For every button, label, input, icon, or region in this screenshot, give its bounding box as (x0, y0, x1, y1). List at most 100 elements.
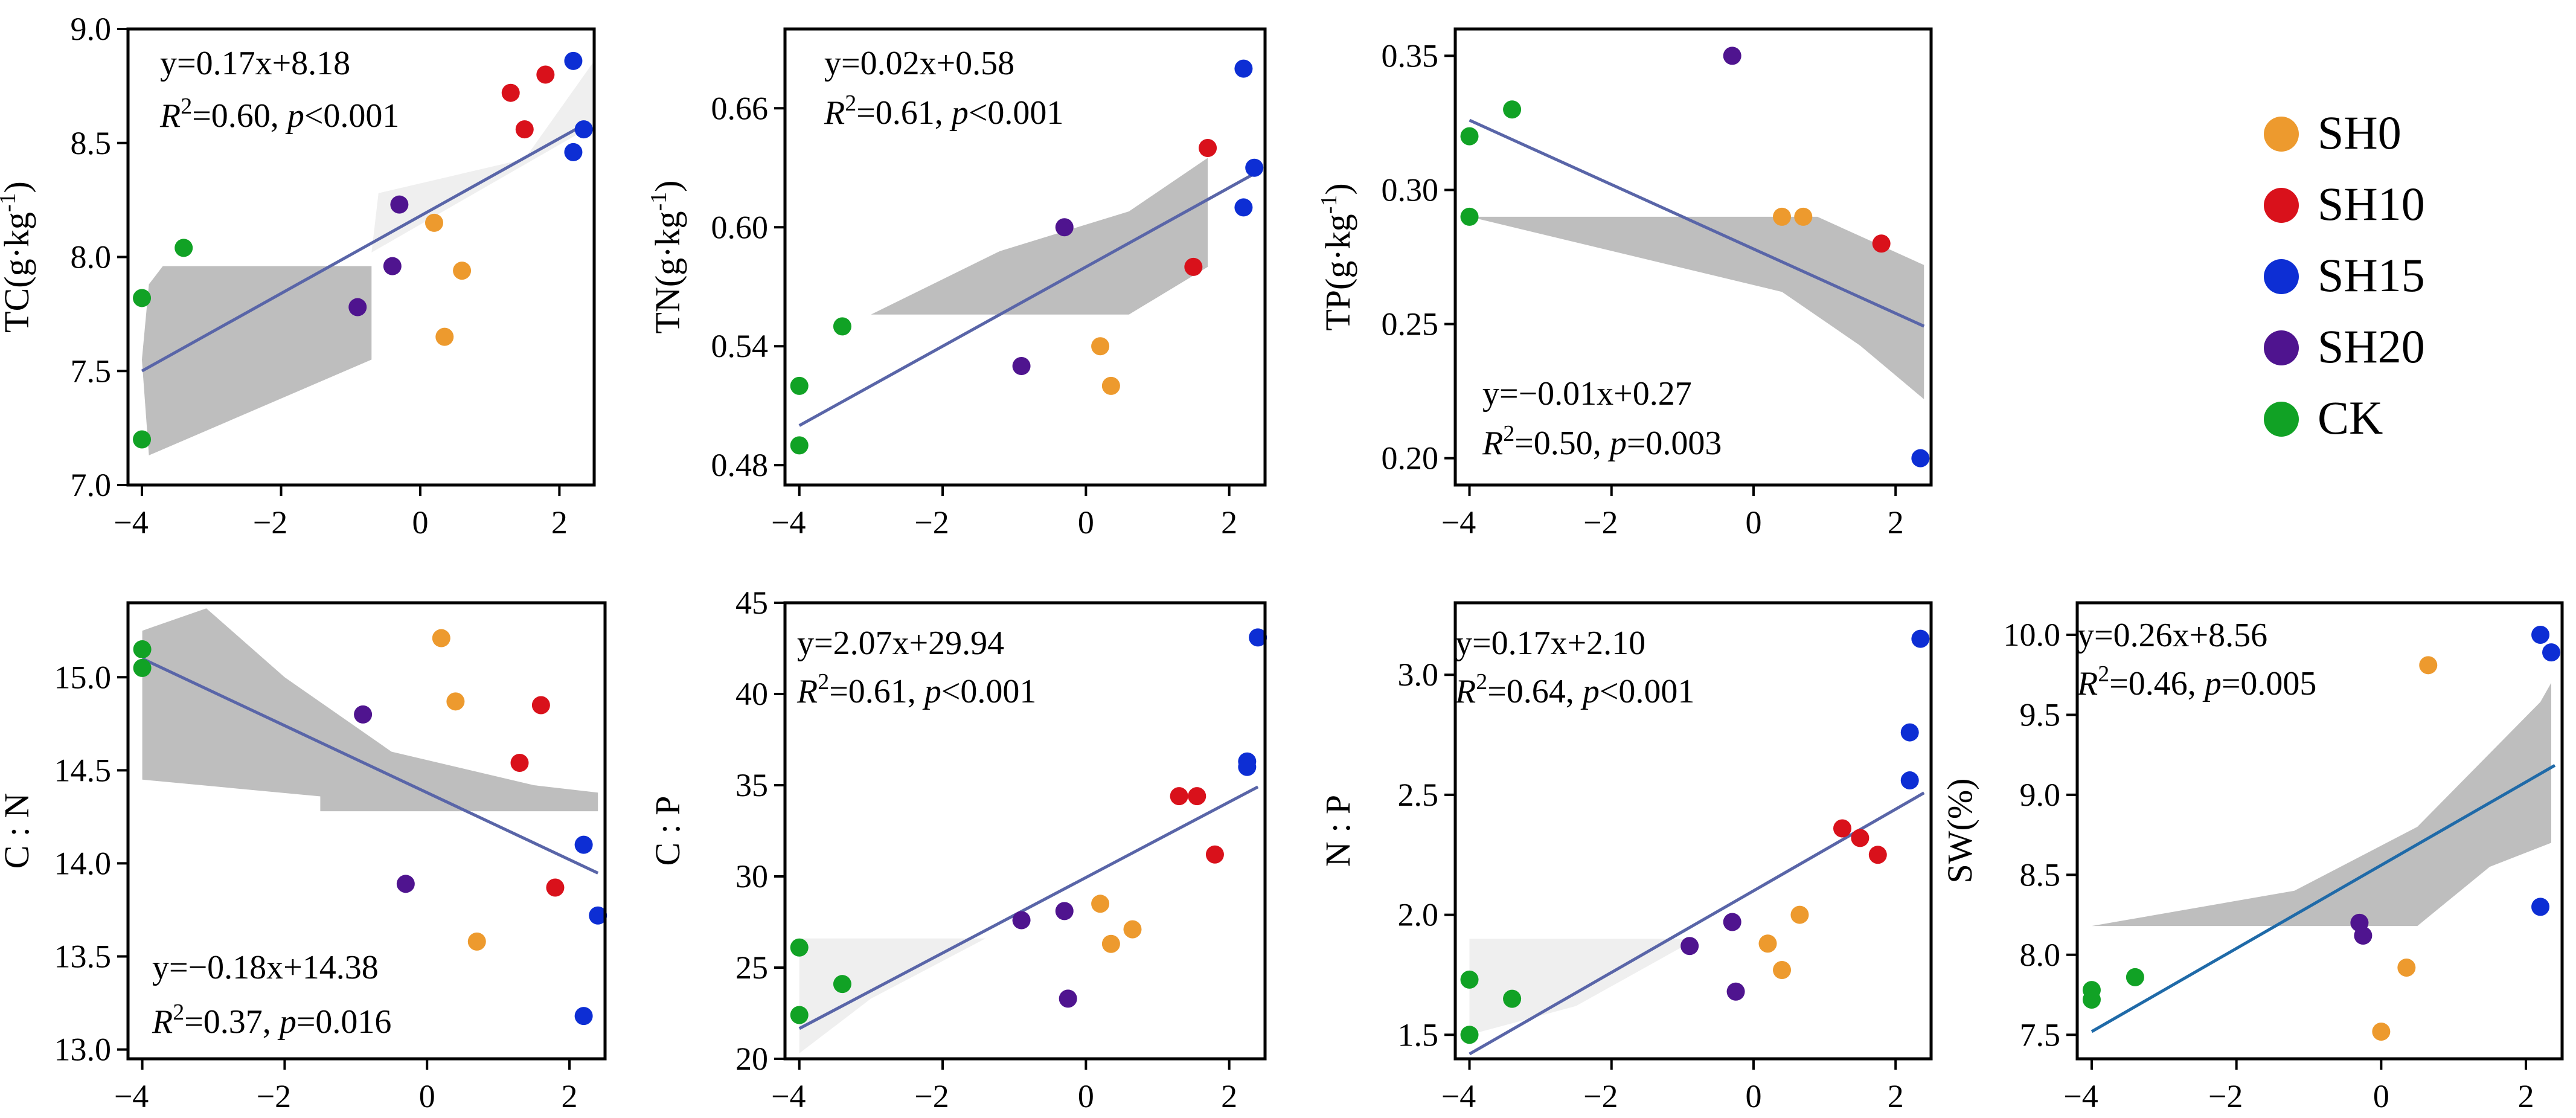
data-point-sh0 (2397, 959, 2416, 977)
data-point-sh15 (1900, 723, 1919, 742)
y-tick-label: 9.0 (71, 11, 112, 47)
r-symbol: R (159, 97, 181, 135)
x-tick-label: −4 (1441, 504, 1476, 541)
y-tick-label: 0.66 (711, 90, 769, 126)
panel-tp: −4 −2 0 2 0.20 0.25 0.30 0.35 TP(g·kg-1) y=−0.01x… (1316, 27, 1933, 541)
y-axis-label: TC(g·kg-1) (0, 181, 36, 333)
panel-cn: −4 −2 0 2 13.0 13.5 14.0 14.5 15.0 C : N y=−0.18x+… (0, 601, 607, 1114)
x-tick-label: 2 (1888, 504, 1904, 541)
legend-marker (2264, 188, 2299, 223)
regression-equation: y=−0.01x+0.27 (1482, 375, 1692, 413)
data-point-sh0 (1091, 895, 1110, 913)
y-axis-label: N : P (1318, 795, 1357, 867)
y-tick-label: 45 (735, 585, 768, 621)
data-point-sh0 (453, 262, 472, 280)
regression-line (2091, 763, 2556, 1033)
data-point-sh15 (1238, 757, 1257, 776)
data-point-sh20 (390, 195, 409, 214)
panels: −4 −2 0 27.07.58.08.59.0TC(g·kg-1)y=0.17x+8… (0, 11, 2564, 1114)
y-axis-label-main: C : P (648, 795, 687, 866)
panel-tc: −4 −2 0 2 7.0 7.5 8.0 8.5 9.0 TC(g·kg-1) y=0.17x+8… (0, 11, 596, 541)
x-tick-label: 0 (1745, 1078, 1761, 1114)
x-tick-label: 0 (1078, 1078, 1094, 1114)
y-tick-label: 40 (735, 676, 768, 712)
panel-np: −4 −2 0 21.52.02.53.0N : Py=0.17x+2.10R2=0.… (1318, 601, 1933, 1114)
plot-frame (783, 27, 1267, 487)
legend-marker (2264, 259, 2299, 294)
confidence-band (871, 158, 1208, 315)
data-point-sh10 (1833, 819, 1851, 838)
data-point-sh0 (1790, 905, 1809, 924)
y-tick-label: 1.5 (1398, 1017, 1439, 1053)
x-tick-label: −2 (1583, 1078, 1618, 1114)
x-tick-label: −2 (1583, 504, 1618, 541)
panel-sw: −4 −2 0 2 7.5 8.0 8.5 9.0 9.5 10.0 SW(%) y=0.26x+8.… (1940, 601, 2564, 1114)
x-tick-label: −4 (771, 504, 806, 541)
plot-frame (1453, 27, 1933, 487)
y-axis-label-main: SW(%) (1940, 779, 1979, 884)
y-tick-label: 8.0 (71, 239, 112, 275)
y-tick-label: 2.0 (1398, 897, 1439, 933)
r-squared-value: =0.46, (2109, 665, 2205, 702)
legend-item-ck: CK (2264, 391, 2383, 444)
regression-equation: y=−0.18x+14.38 (152, 949, 379, 986)
data-point-sh15 (1234, 59, 1253, 78)
confidence-band (142, 608, 598, 812)
y-tick-label: 30 (735, 858, 768, 895)
y-tick-label: 25 (735, 949, 768, 986)
p-value: =0.016 (296, 1003, 392, 1041)
data-point-sh0 (1123, 920, 1142, 939)
data-point-sh15 (2531, 898, 2550, 916)
data-point-ck (1460, 127, 1479, 146)
y-tick-label: 2.5 (1398, 777, 1439, 813)
plot-frame (126, 601, 607, 1061)
x-tick-label: −2 (257, 1078, 291, 1114)
data-point-sh15 (1234, 198, 1253, 217)
data-point-ck (133, 640, 152, 659)
confidence-band (1469, 216, 1924, 399)
data-point-sh0 (1758, 934, 1777, 953)
regression-stats: R2=0.61, p<0.001 (824, 91, 1063, 132)
data-point-ck (133, 430, 152, 449)
data-point-sh20 (1723, 913, 1741, 931)
legend: SH0 SH10 SH15 SH20 CK (2264, 106, 2425, 444)
y-axis-label-tail: ) (648, 181, 687, 192)
data-point-sh15 (1911, 449, 1930, 467)
data-point-sh0 (1794, 207, 1813, 226)
r-squared-value: =0.61, (856, 94, 952, 132)
regression-line (141, 121, 588, 373)
regression-stats: R2=0.60, p<0.001 (159, 94, 399, 135)
data-point-sh10 (1188, 787, 1206, 806)
y-tick-label: 13.5 (54, 939, 112, 975)
legend-label: SH10 (2318, 178, 2425, 230)
p-value: =0.005 (2222, 665, 2317, 702)
x-tick-label: −4 (1441, 1078, 1476, 1114)
y-axis-label-main: TC(g·kg (0, 212, 36, 333)
y-axis-label-tail: ) (1318, 183, 1357, 194)
r-squared-value: =0.50, (1514, 425, 1610, 462)
x-tick-label: 0 (1745, 504, 1761, 541)
p-value: =0.003 (1627, 425, 1722, 462)
y-tick-label: 10.0 (2004, 617, 2061, 653)
data-point-sh0 (1091, 337, 1110, 356)
data-point-ck (1503, 100, 1522, 119)
data-point-sh10 (546, 878, 565, 897)
x-tick-label: −4 (2063, 1078, 2098, 1114)
regression-stats: R2=0.64, p<0.001 (1455, 669, 1694, 710)
data-point-sh0 (467, 932, 486, 951)
y-tick-label: 7.5 (71, 353, 112, 389)
data-point-sh15 (2531, 625, 2550, 644)
y-tick-label: 7.0 (71, 467, 112, 503)
data-point-sh20 (348, 298, 367, 316)
y-tick-label: 14.0 (54, 845, 112, 881)
regression-equation: y=2.07x+29.94 (797, 625, 1004, 662)
r-squared-sup: 2 (2098, 661, 2109, 687)
x-tick-label: −2 (914, 504, 949, 541)
regression-stats: R2=0.37, p=0.016 (152, 1000, 391, 1041)
r-symbol: R (2077, 665, 2098, 702)
data-point-ck (790, 436, 809, 455)
x-tick-label: −2 (253, 504, 287, 541)
data-point-ck (1503, 989, 1522, 1008)
y-axis-label: SW(%) (1940, 779, 1979, 884)
data-point-sh20 (1012, 911, 1031, 930)
